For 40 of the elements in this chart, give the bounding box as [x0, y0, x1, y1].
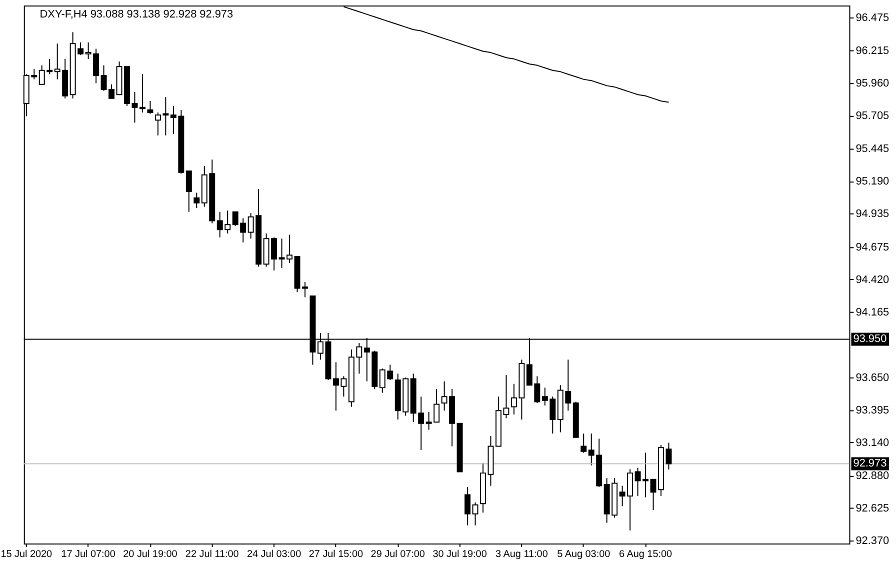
chart-title: DXY-F,H4 93.088 93.138 92.928 92.973 — [40, 8, 234, 20]
candlestick — [666, 442, 672, 470]
y-tick-label: 96.215 — [856, 45, 890, 58]
x-tick-label: 27 Jul 15:00 — [308, 548, 364, 560]
y-tick-label: 94.935 — [856, 208, 890, 220]
y-tick-label: 95.190 — [856, 176, 890, 188]
ref-line-label: 93.950 — [853, 333, 887, 346]
y-tick-label: 94.165 — [856, 306, 890, 318]
y-tick-label: 93.650 — [856, 372, 890, 384]
ref-line-label: 92.973 — [853, 458, 887, 470]
y-tick-label: 92.370 — [856, 535, 890, 548]
y-tick-label: 95.960 — [856, 78, 890, 90]
x-tick-label: 29 Jul 07:00 — [370, 548, 426, 560]
y-tick-label: 93.140 — [856, 436, 890, 449]
x-tick-label: 24 Jul 03:00 — [246, 548, 302, 560]
candlestick — [194, 192, 200, 209]
y-tick-label: 93.395 — [856, 404, 890, 416]
candlestick — [147, 100, 154, 114]
y-tick-label: 95.705 — [856, 110, 890, 122]
x-tick-label: 17 Jul 07:00 — [61, 548, 116, 560]
candlestick — [472, 502, 478, 526]
candlestick — [650, 478, 656, 511]
y-tick-label: 95.445 — [856, 143, 890, 156]
y-tick-label: 92.625 — [856, 502, 890, 515]
y-tick-label: 94.420 — [856, 274, 890, 286]
x-tick-label: 3 Aug 11:00 — [496, 548, 548, 560]
x-tick-label: 5 Aug 03:00 — [557, 548, 611, 560]
y-tick-label: 92.880 — [856, 470, 890, 482]
x-tick-label: 30 Jul 19:00 — [432, 548, 488, 560]
candlestick — [186, 170, 192, 212]
candlestick — [302, 281, 308, 298]
x-tick-label: 6 Aug 15:00 — [618, 548, 673, 560]
x-tick-label: 22 Jul 11:00 — [185, 548, 240, 560]
candlestick — [139, 74, 146, 113]
y-tick-label: 94.675 — [856, 241, 890, 254]
y-tick-label: 96.475 — [856, 12, 890, 24]
x-tick-label: 20 Jul 19:00 — [123, 548, 178, 560]
candlestick — [580, 433, 587, 454]
x-tick-label: 15 Jul 2020 — [0, 548, 53, 560]
candlestick — [464, 486, 471, 526]
